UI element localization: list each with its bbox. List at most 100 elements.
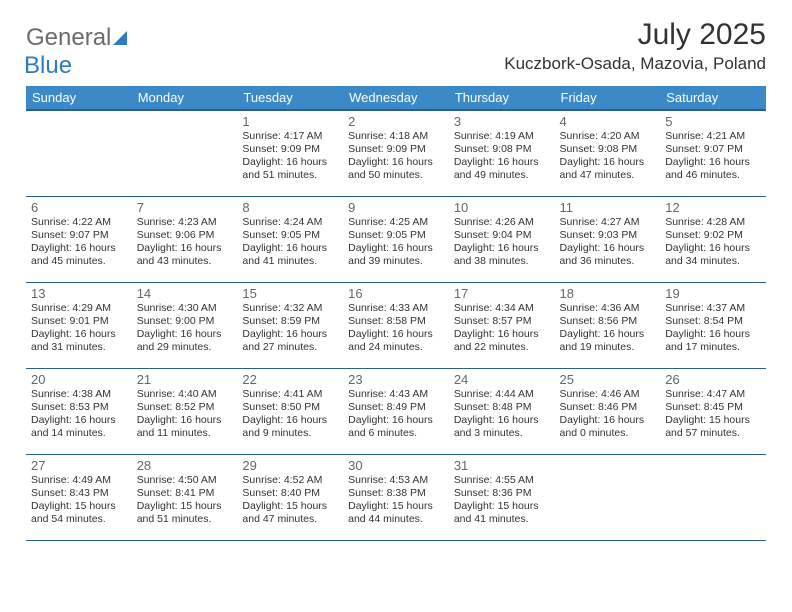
day-number: 7 (137, 200, 233, 215)
calendar-cell (26, 110, 132, 196)
calendar-cell (660, 454, 766, 540)
day-info: Sunrise: 4:30 AMSunset: 9:00 PMDaylight:… (137, 302, 233, 355)
calendar-cell: 3Sunrise: 4:19 AMSunset: 9:08 PMDaylight… (449, 110, 555, 196)
day-info: Sunrise: 4:24 AMSunset: 9:05 PMDaylight:… (242, 216, 338, 269)
day-info: Sunrise: 4:17 AMSunset: 9:09 PMDaylight:… (242, 130, 338, 183)
day-info: Sunrise: 4:33 AMSunset: 8:58 PMDaylight:… (348, 302, 444, 355)
day-info: Sunrise: 4:18 AMSunset: 9:09 PMDaylight:… (348, 130, 444, 183)
calendar-cell: 7Sunrise: 4:23 AMSunset: 9:06 PMDaylight… (132, 196, 238, 282)
logo-text-blue: Blue (24, 52, 72, 79)
calendar-cell: 2Sunrise: 4:18 AMSunset: 9:09 PMDaylight… (343, 110, 449, 196)
month-title: July 2025 (504, 18, 766, 52)
day-number: 14 (137, 286, 233, 301)
day-info: Sunrise: 4:41 AMSunset: 8:50 PMDaylight:… (242, 388, 338, 441)
day-info: Sunrise: 4:44 AMSunset: 8:48 PMDaylight:… (454, 388, 550, 441)
title-block: July 2025 Kuczbork-Osada, Mazovia, Polan… (504, 18, 766, 74)
calendar-cell: 24Sunrise: 4:44 AMSunset: 8:48 PMDayligh… (449, 368, 555, 454)
calendar-row: 6Sunrise: 4:22 AMSunset: 9:07 PMDaylight… (26, 196, 766, 282)
day-number: 5 (665, 114, 761, 129)
calendar-cell: 31Sunrise: 4:55 AMSunset: 8:36 PMDayligh… (449, 454, 555, 540)
logo-triangle-icon (113, 31, 127, 45)
day-info: Sunrise: 4:38 AMSunset: 8:53 PMDaylight:… (31, 388, 127, 441)
location: Kuczbork-Osada, Mazovia, Poland (504, 54, 766, 74)
calendar-cell: 17Sunrise: 4:34 AMSunset: 8:57 PMDayligh… (449, 282, 555, 368)
day-info: Sunrise: 4:27 AMSunset: 9:03 PMDaylight:… (560, 216, 656, 269)
day-info: Sunrise: 4:20 AMSunset: 9:08 PMDaylight:… (560, 130, 656, 183)
day-info: Sunrise: 4:52 AMSunset: 8:40 PMDaylight:… (242, 474, 338, 527)
calendar-cell: 10Sunrise: 4:26 AMSunset: 9:04 PMDayligh… (449, 196, 555, 282)
calendar-cell (132, 110, 238, 196)
calendar-cell: 25Sunrise: 4:46 AMSunset: 8:46 PMDayligh… (555, 368, 661, 454)
day-number: 22 (242, 372, 338, 387)
day-info: Sunrise: 4:22 AMSunset: 9:07 PMDaylight:… (31, 216, 127, 269)
calendar-cell: 5Sunrise: 4:21 AMSunset: 9:07 PMDaylight… (660, 110, 766, 196)
day-info: Sunrise: 4:25 AMSunset: 9:05 PMDaylight:… (348, 216, 444, 269)
calendar-cell: 20Sunrise: 4:38 AMSunset: 8:53 PMDayligh… (26, 368, 132, 454)
day-info: Sunrise: 4:37 AMSunset: 8:54 PMDaylight:… (665, 302, 761, 355)
calendar-cell: 9Sunrise: 4:25 AMSunset: 9:05 PMDaylight… (343, 196, 449, 282)
day-number: 4 (560, 114, 656, 129)
weekday-header: Sunday (26, 86, 132, 110)
logo-text-general: General (26, 24, 111, 51)
day-number: 27 (31, 458, 127, 473)
day-number: 26 (665, 372, 761, 387)
weekday-header-row: Sunday Monday Tuesday Wednesday Thursday… (26, 86, 766, 110)
weekday-header: Saturday (660, 86, 766, 110)
day-number: 20 (31, 372, 127, 387)
calendar-cell: 19Sunrise: 4:37 AMSunset: 8:54 PMDayligh… (660, 282, 766, 368)
calendar-cell: 14Sunrise: 4:30 AMSunset: 9:00 PMDayligh… (132, 282, 238, 368)
day-number: 25 (560, 372, 656, 387)
day-number: 24 (454, 372, 550, 387)
day-number: 10 (454, 200, 550, 215)
calendar-cell: 27Sunrise: 4:49 AMSunset: 8:43 PMDayligh… (26, 454, 132, 540)
weekday-header: Tuesday (237, 86, 343, 110)
weekday-header: Monday (132, 86, 238, 110)
calendar-cell: 15Sunrise: 4:32 AMSunset: 8:59 PMDayligh… (237, 282, 343, 368)
calendar-page: General Blue July 2025 Kuczbork-Osada, M… (0, 0, 792, 551)
day-number: 13 (31, 286, 127, 301)
day-number: 2 (348, 114, 444, 129)
day-info: Sunrise: 4:28 AMSunset: 9:02 PMDaylight:… (665, 216, 761, 269)
weekday-header: Friday (555, 86, 661, 110)
day-number: 17 (454, 286, 550, 301)
day-info: Sunrise: 4:29 AMSunset: 9:01 PMDaylight:… (31, 302, 127, 355)
calendar-row: 27Sunrise: 4:49 AMSunset: 8:43 PMDayligh… (26, 454, 766, 540)
calendar-cell: 23Sunrise: 4:43 AMSunset: 8:49 PMDayligh… (343, 368, 449, 454)
day-number: 19 (665, 286, 761, 301)
calendar-row: 13Sunrise: 4:29 AMSunset: 9:01 PMDayligh… (26, 282, 766, 368)
day-number: 31 (454, 458, 550, 473)
calendar-cell: 13Sunrise: 4:29 AMSunset: 9:01 PMDayligh… (26, 282, 132, 368)
day-info: Sunrise: 4:36 AMSunset: 8:56 PMDaylight:… (560, 302, 656, 355)
calendar-cell: 12Sunrise: 4:28 AMSunset: 9:02 PMDayligh… (660, 196, 766, 282)
calendar-body: 1Sunrise: 4:17 AMSunset: 9:09 PMDaylight… (26, 110, 766, 540)
calendar-table: Sunday Monday Tuesday Wednesday Thursday… (26, 86, 766, 541)
calendar-cell: 18Sunrise: 4:36 AMSunset: 8:56 PMDayligh… (555, 282, 661, 368)
calendar-cell: 22Sunrise: 4:41 AMSunset: 8:50 PMDayligh… (237, 368, 343, 454)
calendar-row: 1Sunrise: 4:17 AMSunset: 9:09 PMDaylight… (26, 110, 766, 196)
day-number: 9 (348, 200, 444, 215)
day-info: Sunrise: 4:23 AMSunset: 9:06 PMDaylight:… (137, 216, 233, 269)
day-info: Sunrise: 4:49 AMSunset: 8:43 PMDaylight:… (31, 474, 127, 527)
day-number: 29 (242, 458, 338, 473)
day-info: Sunrise: 4:47 AMSunset: 8:45 PMDaylight:… (665, 388, 761, 441)
day-info: Sunrise: 4:55 AMSunset: 8:36 PMDaylight:… (454, 474, 550, 527)
day-number: 28 (137, 458, 233, 473)
calendar-cell: 28Sunrise: 4:50 AMSunset: 8:41 PMDayligh… (132, 454, 238, 540)
day-info: Sunrise: 4:34 AMSunset: 8:57 PMDaylight:… (454, 302, 550, 355)
day-number: 12 (665, 200, 761, 215)
day-info: Sunrise: 4:21 AMSunset: 9:07 PMDaylight:… (665, 130, 761, 183)
day-info: Sunrise: 4:43 AMSunset: 8:49 PMDaylight:… (348, 388, 444, 441)
day-number: 15 (242, 286, 338, 301)
day-info: Sunrise: 4:40 AMSunset: 8:52 PMDaylight:… (137, 388, 233, 441)
calendar-cell (555, 454, 661, 540)
logo-text-wrap: General Blue (26, 24, 127, 80)
day-number: 16 (348, 286, 444, 301)
calendar-cell: 29Sunrise: 4:52 AMSunset: 8:40 PMDayligh… (237, 454, 343, 540)
calendar-cell: 30Sunrise: 4:53 AMSunset: 8:38 PMDayligh… (343, 454, 449, 540)
weekday-header: Thursday (449, 86, 555, 110)
calendar-cell: 26Sunrise: 4:47 AMSunset: 8:45 PMDayligh… (660, 368, 766, 454)
day-number: 8 (242, 200, 338, 215)
calendar-cell: 21Sunrise: 4:40 AMSunset: 8:52 PMDayligh… (132, 368, 238, 454)
day-number: 3 (454, 114, 550, 129)
day-info: Sunrise: 4:26 AMSunset: 9:04 PMDaylight:… (454, 216, 550, 269)
